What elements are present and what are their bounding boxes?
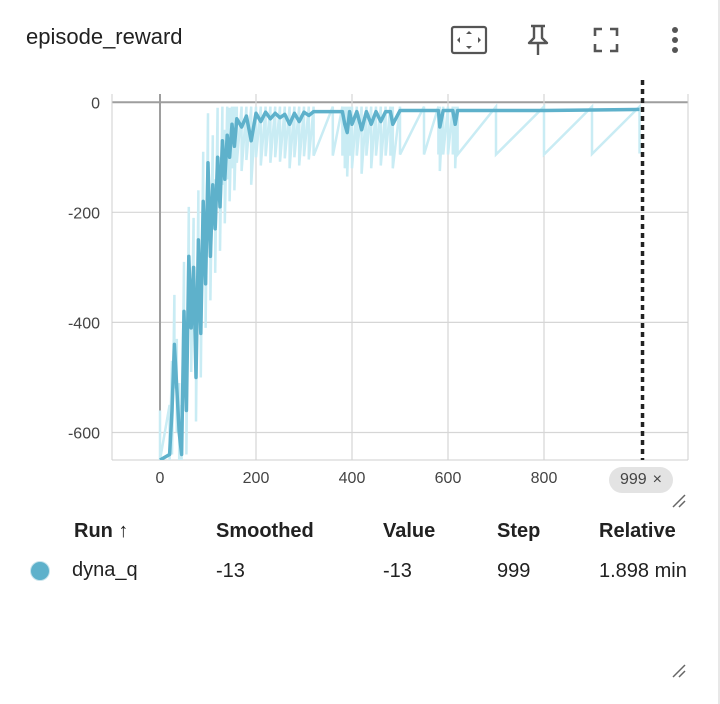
fullscreen-button[interactable] [586, 20, 626, 60]
smoothed-cell: -13 [216, 559, 245, 582]
more-vert-icon [672, 27, 678, 53]
column-header-relative[interactable]: Relative [599, 519, 676, 542]
chart-title: episode_reward [26, 24, 183, 49]
run-name: dyna_q [72, 559, 138, 582]
table-header-row: Run ↑ Smoothed Value Step Relative [30, 514, 719, 548]
more-options-button[interactable] [655, 20, 695, 60]
x-tick-label: 200 [243, 470, 270, 487]
step-cursor-chip[interactable]: 999 × [609, 467, 673, 493]
y-tick-label: -200 [68, 205, 100, 222]
value-cell: -13 [383, 559, 412, 582]
fullscreen-icon [593, 27, 619, 53]
pin-icon [527, 24, 549, 55]
resize-handle-icon[interactable] [670, 492, 686, 508]
card-border [718, 0, 720, 704]
column-header-run[interactable]: Run ↑ [74, 519, 129, 542]
x-tick-label: 400 [339, 470, 366, 487]
run-cell: dyna_q [30, 548, 216, 594]
x-tick-label: 800 [531, 470, 558, 487]
y-tick-label: 0 [91, 95, 100, 112]
column-header-smoothed[interactable]: Smoothed [216, 519, 314, 542]
runs-table: Run ↑ Smoothed Value Step Relative dyna_… [30, 514, 719, 594]
line-chart[interactable]: 0 -200 -400 -600 0 200 400 600 800 [0, 80, 720, 510]
step-cursor-label: 999 [619, 471, 647, 488]
raw-series-line-dyna_q [158, 103, 641, 460]
x-tick-label: 0 [156, 470, 165, 487]
pin-button[interactable] [518, 20, 558, 60]
y-tick-label: -400 [68, 315, 100, 332]
table-row[interactable]: dyna_q -13 -13 999 1.898 min [30, 548, 719, 594]
relative-cell: 1.898 min [599, 559, 687, 582]
run-color-swatch[interactable] [30, 561, 50, 582]
column-header-value[interactable]: Value [383, 519, 436, 542]
resize-handle-icon[interactable] [670, 662, 686, 678]
step-cell: 999 [497, 559, 531, 582]
series-line-dyna_q[interactable] [159, 107, 640, 460]
column-header-step[interactable]: Step [497, 519, 541, 542]
y-tick-label: -600 [68, 425, 100, 442]
fit-domain-icon [450, 25, 488, 55]
x-tick-label: 600 [435, 470, 462, 487]
close-icon[interactable]: × [652, 471, 663, 488]
chart-area[interactable]: 0 -200 -400 -600 0 200 400 600 800 [0, 80, 720, 510]
fit-domain-button[interactable] [449, 20, 489, 60]
